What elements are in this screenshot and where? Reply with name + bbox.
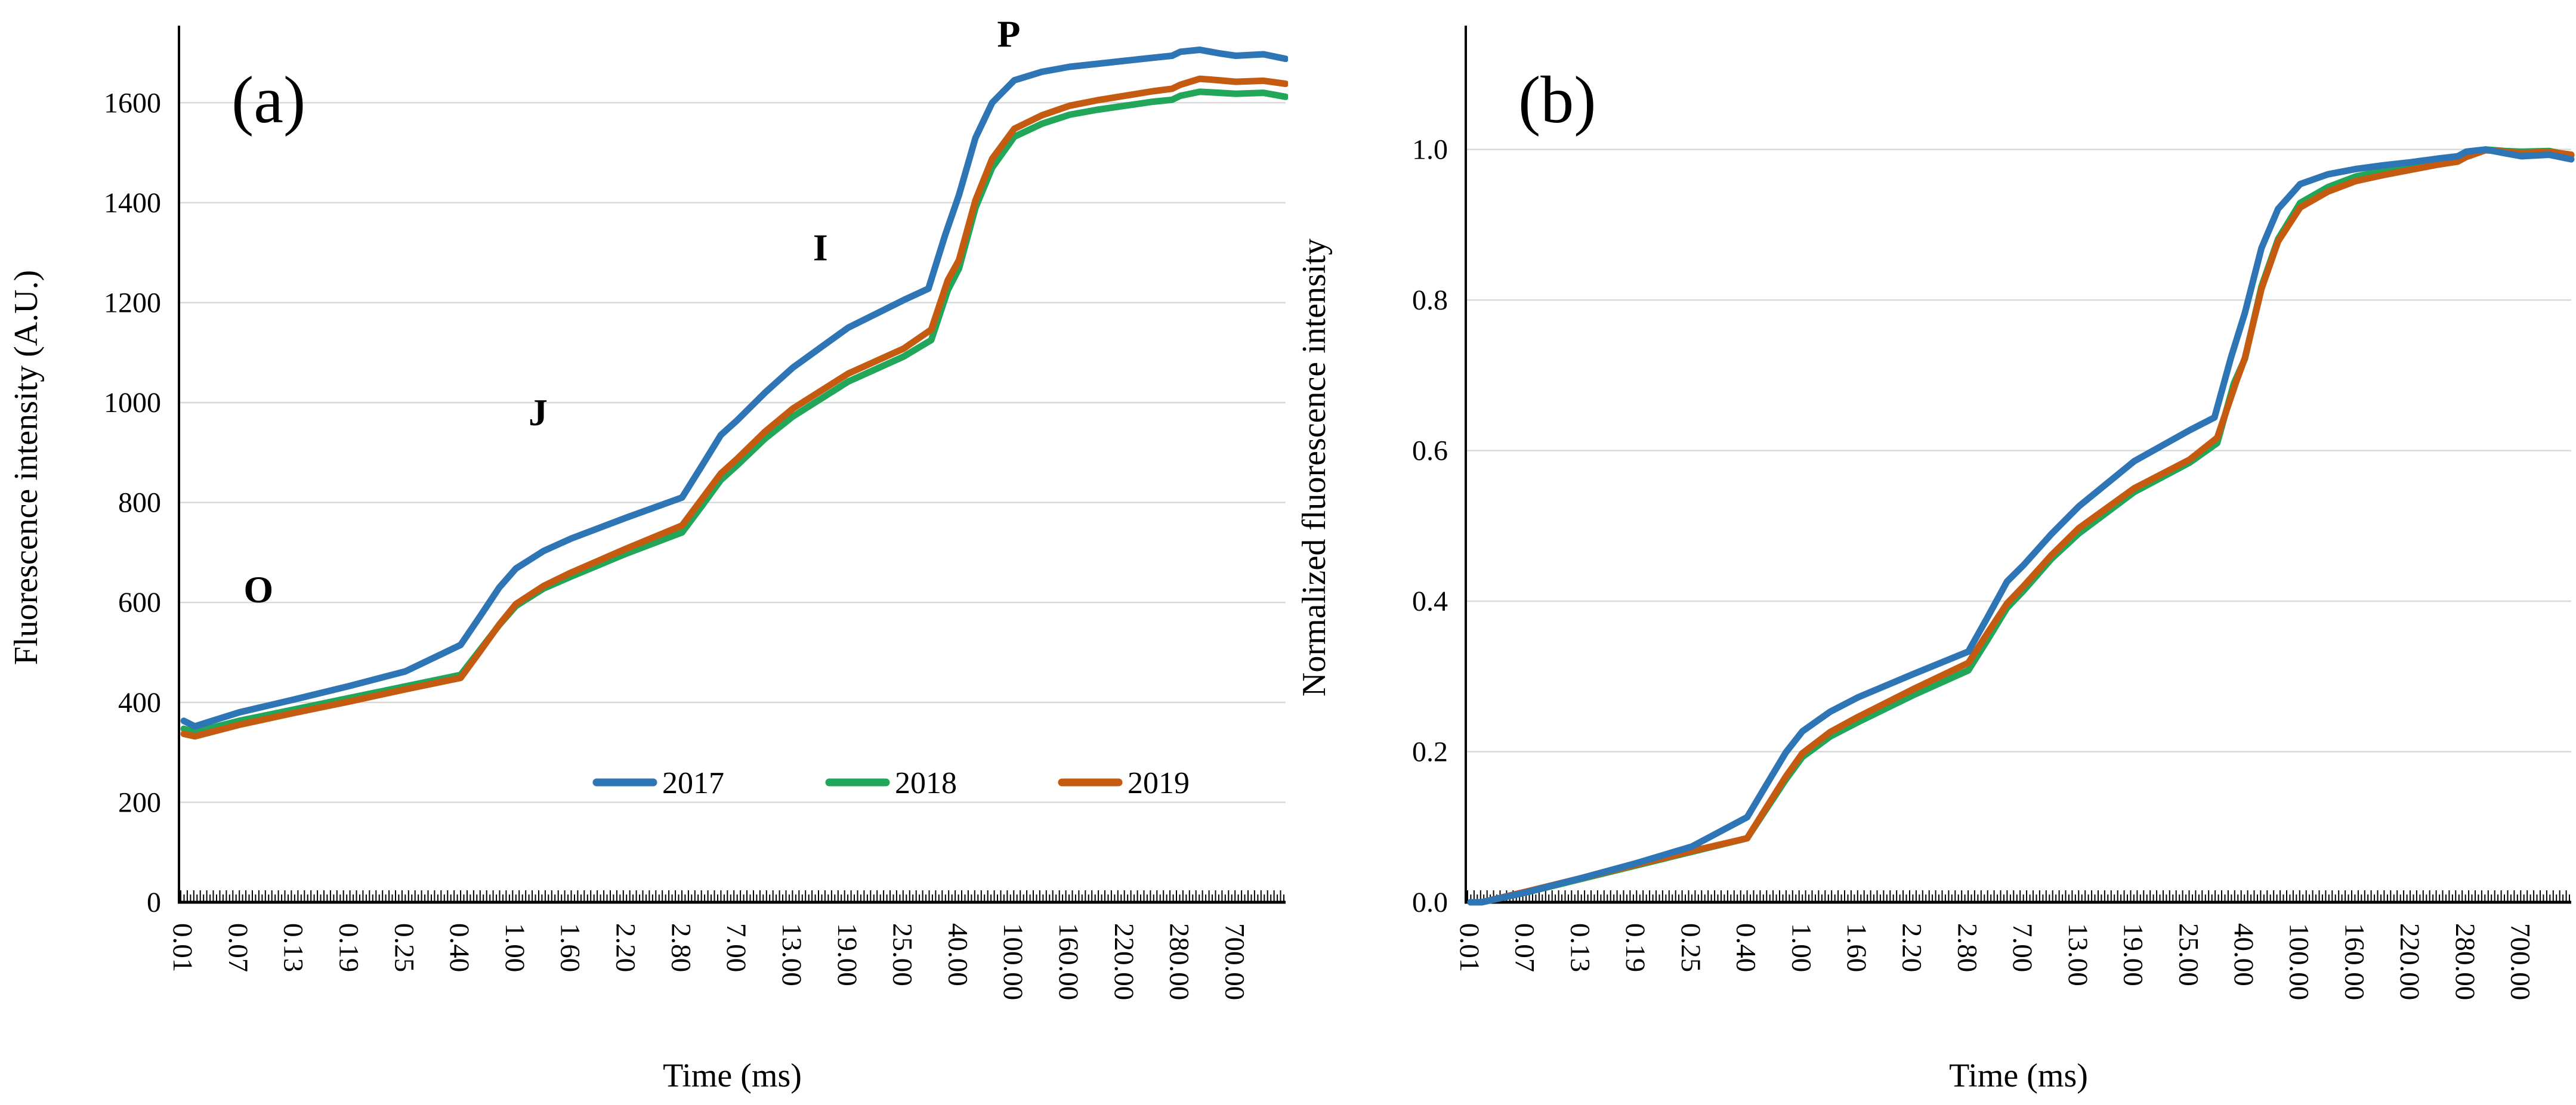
annotation-J: J [529,391,548,434]
chart-panel-b: 0.0 0.2 0.4 0.6 0.8 1.0 0.01 0.07 0.13 0.19 0.25 0.… [1288,0,2576,1105]
x-axis-tick-label: 100.00 [997,923,1028,1000]
x-axis-tick-label: 2.20 [1897,923,1928,972]
x-axis-tick-label: 0.07 [1509,923,1540,972]
x-axis-tick-label: 13.00 [776,923,807,986]
y-axis-tick-label: 200 [118,787,161,818]
y-axis-title: Normalized fluorescence intensity [1296,239,1333,697]
x-axis-tick-label: 2.80 [665,923,696,972]
series-line-2019 [180,75,1288,740]
series-line-2019 [1467,147,2575,906]
x-axis-tick-label: 40.00 [2228,923,2259,986]
y-axis-tick-label: 1600 [104,87,161,119]
x-axis-title: Time (ms) [1949,1057,2088,1094]
x-axis-tick-label: 0.13 [278,923,309,972]
x-axis-tick-label: 160.00 [1053,923,1084,1000]
series-line-2018 [1467,146,2575,906]
x-axis-tick-label: 0.19 [1620,923,1651,972]
x-axis-tick-label: 100.00 [2284,923,2315,1000]
y-axis-tick-label: 0 [147,887,161,918]
y-axis-tick-label: 1200 [104,287,161,318]
x-axis-tick-label: 220.00 [1108,923,1139,1000]
x-axis-minor-ticks [180,890,1284,902]
x-axis-tick-label: 0.07 [223,923,254,972]
y-axis-tick-label: 0.0 [1412,887,1448,918]
panel-label: (a) [231,63,305,137]
x-axis-tick-label: 0.19 [333,923,364,972]
legend-item-2018: 2018 [825,766,957,800]
chart-svg-(a): 0 200 400 600 800 1000 1200 1400 1600 0.01 0.07 0.1… [8,13,1288,1094]
x-axis-tick-label: 19.00 [832,923,863,986]
y-axis-tick-label: 400 [118,687,161,719]
x-axis-title: Time (ms) [663,1057,802,1094]
x-axis-tick-label: 2.20 [610,923,641,972]
y-axis-tick-label: 1400 [104,187,161,219]
series-line-2017 [180,47,1288,730]
chart-svg-(b): 0.0 0.2 0.4 0.6 0.8 1.0 0.01 0.07 0.13 0.19 0.25 0.… [1296,26,2575,1094]
y-axis-tick-label: 0.2 [1412,736,1448,768]
legend-item-2017: 2017 [592,766,724,800]
x-axis-tick-label: 2.80 [1951,923,1982,972]
legend-item-2019: 2019 [1058,766,1190,800]
x-axis-tick-label: 7.00 [2007,923,2038,972]
x-axis-tick-label: 280.00 [1164,923,1195,1000]
x-axis-tick-label: 0.13 [1564,923,1595,972]
x-axis-tick-label: 220.00 [2394,923,2425,1000]
chart-panel-a: 0 200 400 600 800 1000 1200 1400 1600 0.01 0.07 0.1… [8,13,1288,1094]
x-axis-minor-ticks [1467,890,2570,902]
x-axis-tick-label: 1.60 [1841,923,1872,972]
x-axis-tick-label: 0.40 [1731,923,1762,972]
x-axis-tick-label: 0.01 [167,923,198,972]
series-line-2018 [180,88,1288,735]
x-axis-tick-label: 700.00 [1219,923,1250,1000]
x-axis-tick-label: 700.00 [2505,923,2536,1000]
x-axis-tick-label: 13.00 [2062,923,2093,986]
legend-label-2017: 2017 [662,766,724,800]
panel-label: (b) [1518,63,1596,137]
x-axis-tick-label: 19.00 [2118,923,2149,986]
x-axis-tick-label: 40.00 [942,923,973,986]
annotation-O: O [243,568,273,611]
x-axis-tick-label: 25.00 [887,923,918,986]
legend-label-2018: 2018 [895,766,957,800]
legend-label-2019: 2019 [1128,766,1190,800]
x-axis-tick-label: 0.25 [1675,923,1706,972]
x-axis-tick-label: 1.00 [499,923,530,972]
x-axis-tick-label: 0.40 [444,923,475,972]
y-axis-tick-label: 800 [118,487,161,519]
x-axis-tick-label: 280.00 [2450,923,2481,1000]
y-axis-tick-label: 0.8 [1412,284,1448,316]
y-axis-tick-label: 1.0 [1412,134,1448,166]
y-axis-tick-label: 0.4 [1412,586,1448,617]
x-axis-tick-label: 1.60 [555,923,586,972]
x-axis-tick-label: 160.00 [2339,923,2370,1000]
annotation-P: P [997,13,1020,55]
annotation-I: I [813,226,828,268]
legend: 2017 2018 2019 [592,766,1190,800]
x-axis-tick-label: 25.00 [2173,923,2204,986]
y-axis-tick-label: 600 [118,587,161,618]
series-line-2017 [1467,146,2575,906]
y-axis-tick-label: 0.6 [1412,435,1448,467]
x-axis-tick-label: 0.25 [388,923,419,972]
y-axis-title: Fluorescence intensity (A.U.) [8,270,45,665]
x-axis-tick-label: 0.01 [1454,923,1485,972]
x-axis-tick-label: 7.00 [721,923,752,972]
y-axis-tick-label: 1000 [104,387,161,419]
x-axis-tick-label: 1.00 [1786,923,1817,972]
